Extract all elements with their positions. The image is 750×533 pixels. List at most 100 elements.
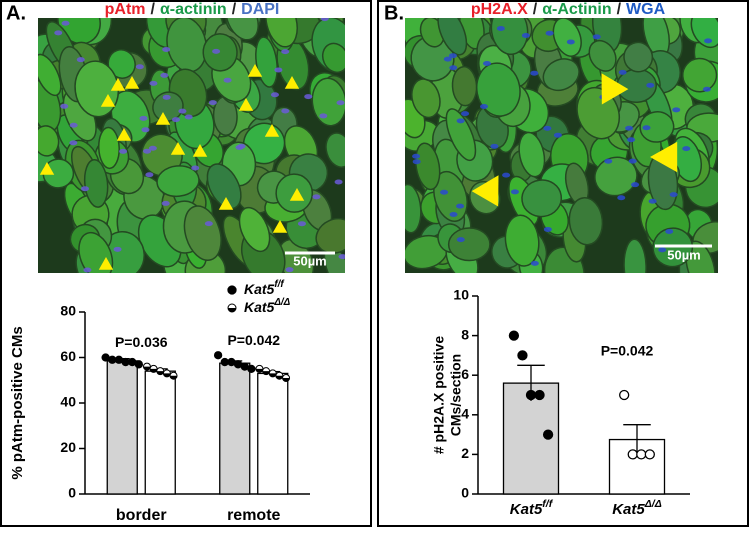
p-value: P=0.042 bbox=[227, 332, 280, 348]
cell bbox=[255, 36, 278, 88]
nucleus bbox=[443, 56, 452, 62]
image-title-part: α-Actinin bbox=[542, 1, 611, 18]
cell bbox=[542, 58, 580, 92]
arrowhead bbox=[170, 142, 186, 155]
p-value: P=0.036 bbox=[115, 334, 168, 350]
series-label: Kat5Δ/Δ bbox=[244, 297, 291, 315]
nucleus bbox=[566, 39, 575, 45]
nucleus bbox=[191, 165, 200, 171]
nucleus bbox=[113, 246, 122, 252]
legend-marker bbox=[228, 308, 236, 312]
image-title-part: / bbox=[232, 1, 237, 18]
panel-border bbox=[0, 0, 372, 527]
nucleus bbox=[161, 200, 170, 206]
nucleus bbox=[490, 143, 499, 149]
nucleus bbox=[628, 158, 637, 164]
y-tick-label: 60 bbox=[60, 348, 76, 364]
arrowhead bbox=[110, 78, 126, 91]
cell bbox=[83, 158, 109, 208]
cell bbox=[588, 39, 617, 72]
nucleus bbox=[162, 47, 171, 53]
nucleus bbox=[204, 221, 213, 227]
cell bbox=[437, 18, 468, 56]
nucleus bbox=[285, 267, 294, 273]
nucleus bbox=[212, 48, 221, 54]
bar bbox=[144, 370, 176, 495]
cell bbox=[475, 62, 521, 117]
arrowhead bbox=[98, 257, 114, 270]
nucleus bbox=[658, 247, 667, 253]
image-title-part: WGA bbox=[626, 1, 666, 18]
nucleus bbox=[149, 80, 158, 86]
arrowhead bbox=[272, 220, 288, 233]
nucleus bbox=[502, 172, 511, 178]
nucleus bbox=[54, 30, 63, 36]
dot bbox=[108, 355, 117, 364]
cell bbox=[623, 41, 654, 73]
cell bbox=[98, 126, 120, 170]
y-tick-label: 6 bbox=[461, 366, 469, 382]
micrograph bbox=[38, 18, 345, 273]
nucleus bbox=[646, 82, 655, 88]
nucleus bbox=[642, 125, 651, 131]
cell bbox=[447, 227, 491, 262]
dot bbox=[233, 360, 243, 369]
dot-half bbox=[156, 371, 164, 375]
nucleus bbox=[553, 132, 562, 138]
nucleus bbox=[160, 72, 169, 78]
cell bbox=[156, 165, 200, 198]
label-sup: f/f bbox=[274, 279, 285, 290]
nucleus bbox=[617, 195, 626, 201]
nucleus bbox=[618, 69, 627, 75]
cell bbox=[202, 33, 238, 72]
arrowhead bbox=[218, 197, 234, 210]
nucleus bbox=[456, 237, 465, 243]
nucleus bbox=[139, 115, 148, 121]
dot bbox=[220, 357, 229, 367]
nucleus bbox=[281, 108, 290, 114]
nucleus bbox=[627, 137, 636, 143]
cell bbox=[490, 18, 529, 56]
nucleus bbox=[281, 49, 290, 55]
nucleus bbox=[69, 140, 78, 146]
nucleus bbox=[530, 260, 539, 266]
dot-half bbox=[163, 373, 171, 377]
cell bbox=[568, 197, 604, 246]
nucleus bbox=[665, 229, 674, 235]
dot bbox=[227, 357, 236, 367]
nucleus bbox=[521, 33, 530, 39]
nucleus bbox=[545, 30, 554, 36]
cell bbox=[690, 18, 718, 49]
image-title-part: pH2A.X bbox=[471, 1, 528, 18]
nucleus bbox=[456, 203, 465, 209]
image-title-part: / bbox=[617, 1, 622, 18]
series-label: Kat5f/f bbox=[244, 279, 285, 297]
dot-half bbox=[150, 368, 158, 373]
nucleus bbox=[480, 103, 489, 109]
nucleus bbox=[297, 221, 306, 227]
y-tick-label: 40 bbox=[60, 394, 76, 410]
nucleus bbox=[543, 125, 552, 131]
nucleus bbox=[304, 94, 313, 100]
nucleus bbox=[80, 186, 89, 192]
cell bbox=[685, 240, 716, 273]
nucleus bbox=[449, 212, 458, 218]
cell bbox=[445, 108, 477, 162]
image-title-part: DAPI bbox=[241, 1, 279, 18]
y-tick-label: 0 bbox=[68, 485, 76, 501]
scale-bar-label: 50µm bbox=[293, 253, 327, 268]
nucleus bbox=[61, 20, 70, 26]
nucleus bbox=[141, 127, 150, 133]
arrowhead bbox=[100, 94, 116, 107]
cell bbox=[623, 238, 647, 273]
nucleus bbox=[682, 146, 691, 152]
dot bbox=[213, 351, 223, 360]
label-sup: Δ/Δ bbox=[273, 297, 290, 308]
series-label: Kat5f/f bbox=[510, 498, 554, 518]
dot bbox=[101, 353, 110, 362]
nucleus bbox=[448, 53, 457, 59]
nucleus bbox=[702, 86, 711, 92]
dot bbox=[114, 355, 124, 364]
nucleus bbox=[319, 113, 328, 119]
label-base: Kat5 bbox=[510, 501, 543, 518]
